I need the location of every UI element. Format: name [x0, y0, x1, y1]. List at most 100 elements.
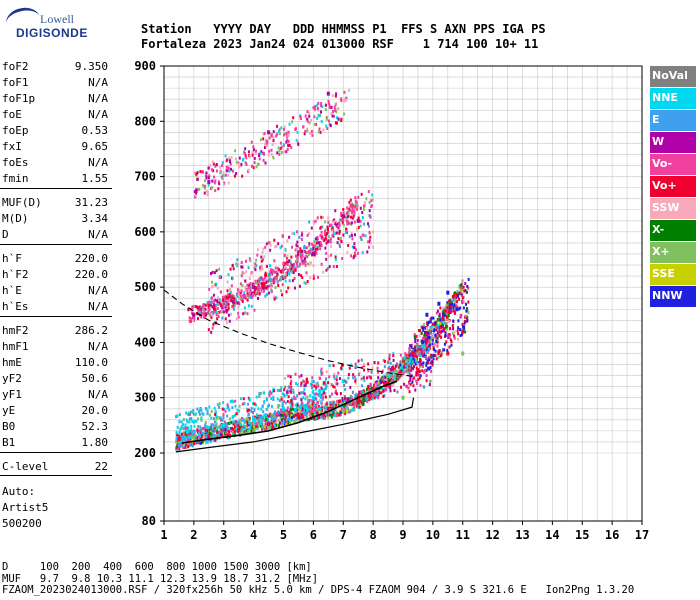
echo-point: [278, 388, 281, 392]
echo-point: [332, 384, 335, 388]
echo-point: [361, 401, 364, 405]
echo-point: [335, 378, 338, 382]
echo-point: [242, 424, 245, 428]
echo-point: [406, 366, 409, 370]
echo-point: [348, 235, 351, 239]
echo-point: [466, 318, 469, 322]
echo-point: [184, 440, 187, 444]
echo-point: [308, 114, 311, 118]
echo-point: [426, 323, 429, 327]
echo-point: [221, 161, 224, 165]
echo-point: [324, 220, 327, 224]
echo-point: [367, 222, 370, 226]
echo-point: [345, 216, 348, 220]
echo-point: [350, 211, 353, 215]
echo-point: [206, 412, 209, 416]
echo-point: [219, 165, 222, 169]
echo-point: [305, 251, 308, 255]
echo-point: [461, 296, 464, 300]
echo-point: [304, 255, 307, 259]
echo-point: [265, 292, 268, 296]
echo-point: [185, 418, 188, 422]
echo-point: [409, 382, 412, 386]
echo-point: [191, 430, 194, 434]
echo-point: [294, 411, 297, 415]
echo-point: [340, 211, 343, 215]
echo-point: [321, 215, 324, 219]
echo-point: [428, 328, 431, 332]
echo-point: [313, 417, 316, 421]
echo-point: [427, 339, 430, 343]
echo-point: [361, 384, 364, 388]
echo-point: [255, 149, 258, 153]
echo-point: [221, 427, 224, 431]
echo-point: [435, 326, 438, 330]
echo-point: [438, 333, 441, 337]
echo-point: [406, 358, 409, 362]
echo-point: [304, 114, 307, 118]
x-tick-label: 14: [545, 528, 559, 542]
echo-point: [224, 409, 227, 413]
echo-point: [285, 150, 288, 154]
echo-point: [368, 237, 371, 241]
echo-point: [240, 162, 243, 166]
echo-point: [342, 214, 345, 218]
echo-point: [333, 400, 336, 404]
echo-point: [321, 403, 324, 407]
echo-point: [282, 277, 285, 281]
auto-label: Auto:: [2, 485, 36, 498]
echo-point: [292, 388, 295, 392]
echo-point: [355, 392, 358, 396]
echo-point: [336, 116, 339, 120]
echo-point: [388, 353, 391, 357]
echo-point: [177, 443, 180, 447]
echo-point: [440, 316, 443, 320]
echo-point: [400, 369, 403, 373]
echo-point: [264, 418, 267, 422]
echo-point: [383, 359, 386, 363]
echo-point: [338, 231, 341, 235]
echo-point: [209, 426, 212, 430]
echo-point: [175, 447, 178, 451]
echo-point: [276, 397, 279, 401]
echo-point: [293, 232, 296, 236]
echo-point: [442, 313, 445, 317]
echo-point: [348, 402, 351, 406]
echo-point: [279, 246, 282, 250]
echo-point: [201, 440, 204, 444]
echo-point: [260, 422, 263, 426]
echo-point: [422, 350, 425, 354]
echo-point: [367, 224, 370, 228]
echo-point: [348, 221, 351, 225]
echo-point: [278, 399, 281, 403]
echo-point: [224, 302, 227, 306]
echo-point: [450, 343, 453, 347]
echo-point: [192, 432, 195, 436]
echo-point: [451, 324, 454, 328]
echo-point: [383, 365, 386, 369]
echo-point: [405, 353, 408, 357]
echo-point: [258, 292, 261, 296]
echo-point: [203, 307, 206, 311]
echo-point: [422, 340, 425, 344]
echo-point: [397, 375, 400, 379]
echo-point: [447, 335, 450, 339]
echo-point: [315, 385, 318, 389]
echo-point: [399, 353, 402, 357]
echo-point: [250, 428, 253, 432]
echo-point: [300, 398, 303, 402]
echo-point: [289, 408, 292, 412]
echo-point: [304, 383, 307, 387]
echo-point: [295, 417, 298, 421]
echo-point: [282, 128, 285, 132]
echo-point: [221, 164, 224, 168]
echo-point: [333, 106, 336, 110]
echo-point: [175, 446, 178, 450]
echo-point: [263, 282, 266, 286]
echo-point: [200, 310, 203, 314]
echo-point: [236, 294, 239, 298]
echo-point: [180, 442, 183, 446]
echo-point: [452, 299, 455, 303]
echo-point: [353, 233, 356, 237]
echo-point: [286, 413, 289, 417]
